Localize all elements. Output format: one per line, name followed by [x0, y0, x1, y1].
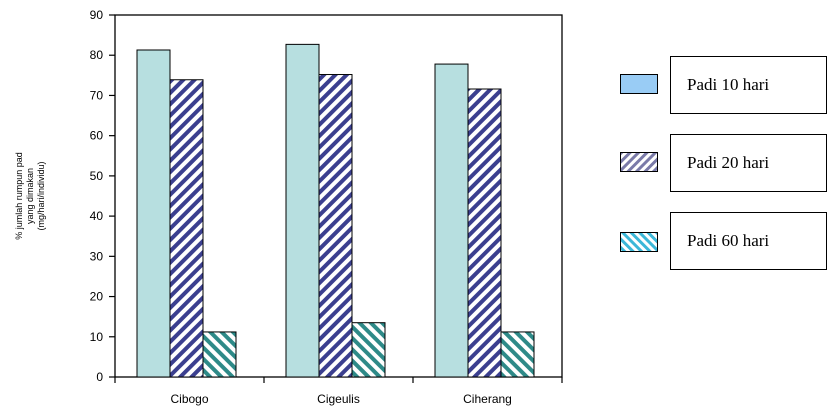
legend-item-series-2: Padi 20 hari — [670, 134, 827, 192]
y-axis-label-line: yang dimakan — [25, 168, 35, 224]
legend-item-series-1: Padi 10 hari — [670, 56, 827, 114]
y-tick-label: 40 — [90, 209, 104, 223]
bar-cigeulis-series-3 — [351, 322, 386, 378]
legend-swatch-series-3 — [620, 232, 658, 252]
y-tick-label: 70 — [90, 88, 104, 102]
legend-swatch-series-2 — [620, 152, 658, 172]
bar-cibogo-series-3 — [202, 331, 237, 378]
legend-label-series-3: Padi 60 hari — [687, 231, 770, 250]
x-category-label: Ciherang — [463, 392, 512, 406]
bar-cibogo-series-1 — [136, 49, 171, 378]
y-tick-label: 20 — [90, 290, 104, 304]
y-tick-label: 80 — [90, 48, 104, 62]
y-axis-label-line: (mg/hari/individu) — [36, 161, 46, 230]
bar-ciherang-series-1 — [434, 63, 469, 378]
bar-ciherang-series-3 — [500, 331, 535, 378]
legend-swatch-series-1 — [620, 74, 658, 94]
x-category-label: Cibogo — [170, 392, 208, 406]
bar-cigeulis-series-1 — [285, 43, 320, 378]
y-tick-label: 30 — [90, 249, 104, 263]
y-axis-label-line: % jumlah rumpun pad — [14, 152, 24, 240]
x-category-label: Cigeulis — [317, 392, 360, 406]
legend-label-series-1: Padi 10 hari — [687, 75, 770, 94]
bar-cibogo-series-2 — [169, 79, 204, 378]
y-tick-label: 60 — [90, 129, 104, 143]
y-tick-label: 0 — [96, 370, 103, 384]
y-axis-label: % jumlah rumpun padyang dimakan(mg/hari/… — [14, 152, 46, 240]
y-tick-label: 10 — [90, 330, 104, 344]
legend-item-series-3: Padi 60 hari — [670, 212, 827, 270]
y-tick-label: 50 — [90, 169, 104, 183]
plot-area: 0 10 20 30 40 50 60 70 80 90 Cibogo Cigeulis Ciheran… — [90, 8, 563, 406]
legend-label-series-2: Padi 20 hari — [687, 153, 770, 172]
y-tick-label: 90 — [90, 8, 104, 22]
bar-cigeulis-series-2 — [318, 74, 353, 378]
bar-ciherang-series-2 — [467, 88, 502, 378]
y-axis-label-text: % jumlah rumpun padyang dimakan(mg/hari/… — [14, 152, 46, 240]
